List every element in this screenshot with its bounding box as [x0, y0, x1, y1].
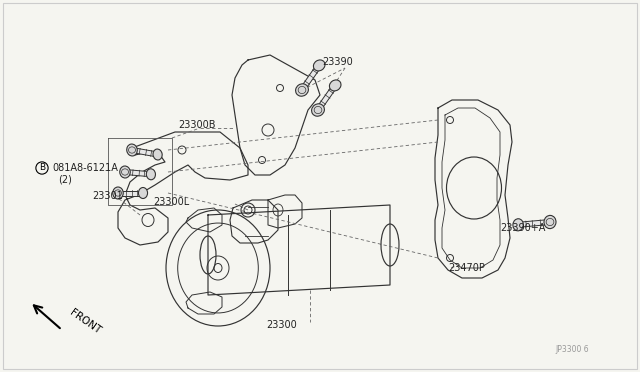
Text: B: B: [39, 164, 45, 173]
Ellipse shape: [544, 215, 556, 229]
Text: 23470P: 23470P: [448, 263, 485, 273]
Ellipse shape: [296, 84, 308, 96]
Text: (2): (2): [58, 175, 72, 185]
Ellipse shape: [330, 80, 341, 91]
Text: 23300L: 23300L: [154, 197, 190, 207]
Ellipse shape: [513, 219, 524, 231]
Ellipse shape: [147, 169, 156, 180]
Text: JP3300 6: JP3300 6: [555, 346, 589, 355]
Text: 23390: 23390: [323, 57, 353, 67]
Ellipse shape: [113, 187, 124, 199]
Ellipse shape: [120, 166, 131, 178]
Text: 081A8-6121A: 081A8-6121A: [52, 163, 118, 173]
Text: 23300: 23300: [267, 320, 298, 330]
Polygon shape: [518, 219, 550, 227]
Polygon shape: [132, 148, 158, 157]
Polygon shape: [125, 170, 151, 177]
Ellipse shape: [312, 104, 324, 116]
Text: 23390+A: 23390+A: [500, 223, 545, 233]
Text: 23300B: 23300B: [178, 120, 216, 130]
Text: 23301: 23301: [92, 191, 123, 201]
Text: FRONT: FRONT: [68, 308, 102, 336]
Ellipse shape: [153, 149, 162, 160]
Ellipse shape: [138, 187, 148, 199]
Polygon shape: [316, 84, 337, 112]
Ellipse shape: [314, 60, 325, 71]
Ellipse shape: [127, 144, 137, 156]
Polygon shape: [300, 64, 321, 92]
Polygon shape: [118, 190, 143, 196]
